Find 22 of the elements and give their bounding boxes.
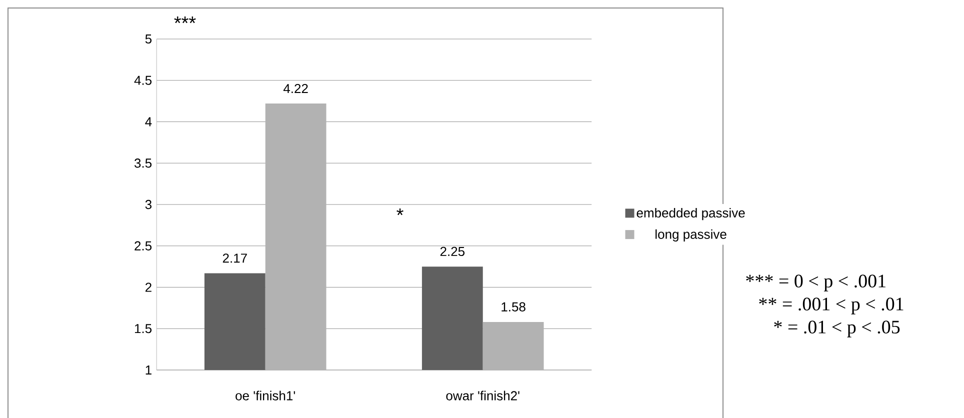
x-tick-label: owar 'finish2' (446, 390, 520, 400)
y-tick-label: 5 (145, 34, 152, 44)
y-tick-label: 4.5 (134, 76, 152, 85)
legend-label: embedded passive (636, 208, 745, 220)
data-label: 4.22 (283, 84, 308, 94)
x-tick-label: oe 'finish1' (236, 390, 295, 400)
text: *** (174, 16, 196, 24)
data-label: 1.58 (502, 302, 526, 312)
y-tick-label: 1 (146, 366, 152, 374)
data-label: 2.17 (222, 254, 247, 263)
annotation: * (396, 208, 404, 216)
data-label: 2.25 (440, 246, 465, 256)
legend-label: long passive (656, 229, 726, 242)
y-tick-label: 1.5 (134, 324, 152, 334)
text: ** = .001 < p < .01 (759, 298, 904, 314)
y-tick-label: 4 (145, 117, 152, 126)
text: * = .01 < p < .05 (774, 320, 900, 338)
text: *** = 0 < p < .001 (746, 274, 886, 292)
y-tick-label: 2.5 (134, 241, 152, 250)
y-tick-label: 3 (145, 200, 152, 210)
y-tick-label: 2 (146, 282, 152, 292)
y-tick-label: 3.5 (134, 158, 152, 168)
